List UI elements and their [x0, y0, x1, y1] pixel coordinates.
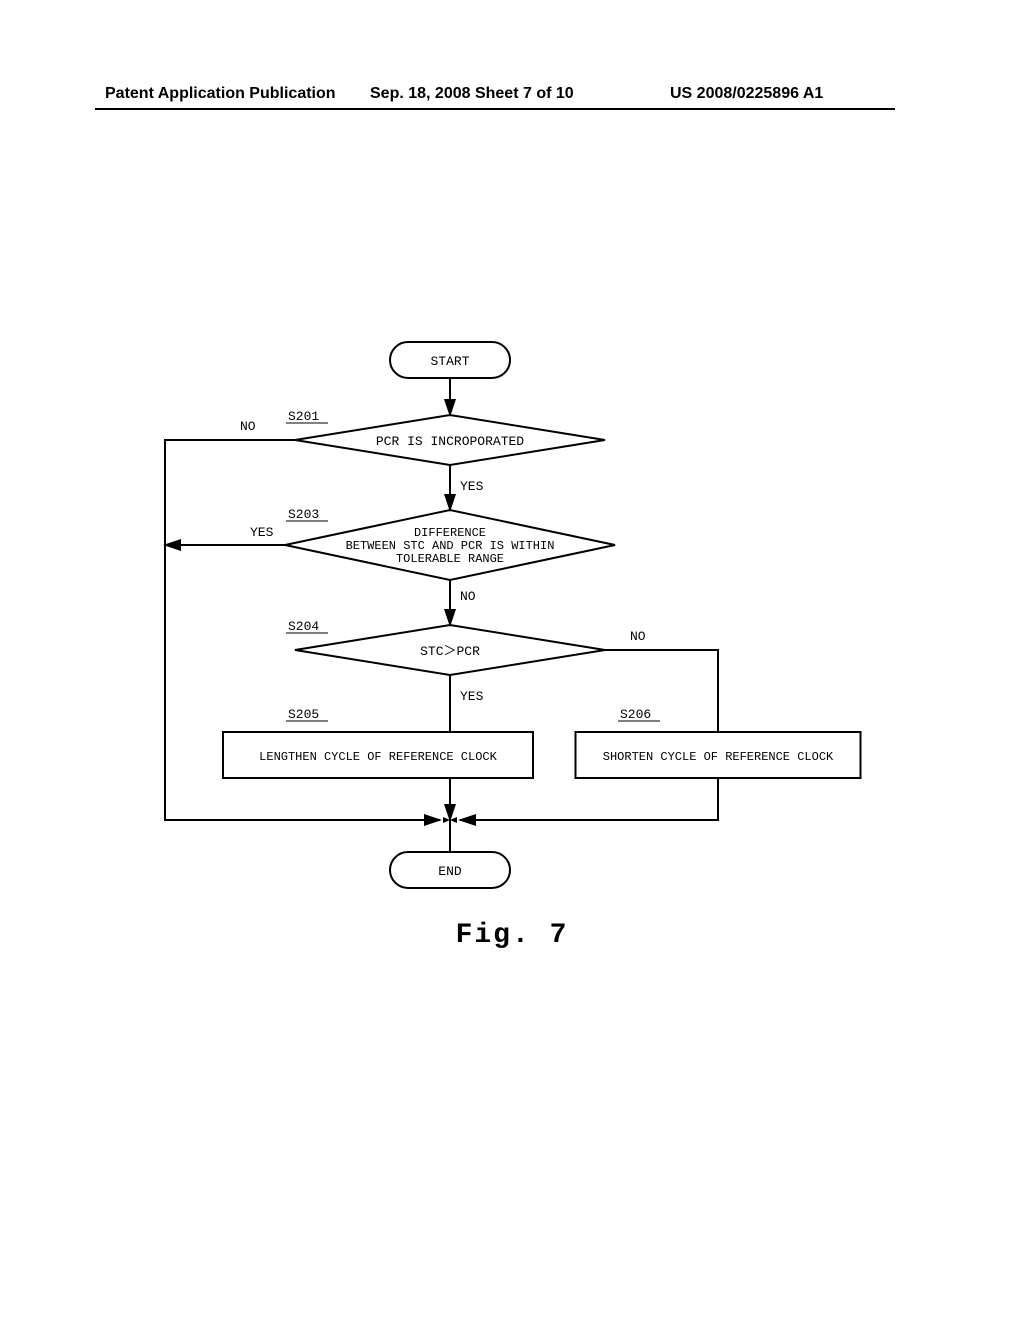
svg-text:YES: YES	[460, 479, 484, 494]
svg-text:S205: S205	[288, 707, 319, 722]
svg-text:LENGTHEN CYCLE OF REFERENCE CL: LENGTHEN CYCLE OF REFERENCE CLOCK	[259, 750, 497, 764]
svg-text:S203: S203	[288, 507, 319, 522]
svg-text:START: START	[430, 354, 469, 369]
svg-text:BETWEEN STC AND PCR IS WITHIN: BETWEEN STC AND PCR IS WITHIN	[346, 539, 555, 553]
svg-text:S204: S204	[288, 619, 319, 634]
svg-text:S201: S201	[288, 409, 319, 424]
svg-text:PCR IS INCROPORATED: PCR IS INCROPORATED	[376, 434, 524, 449]
svg-text:STC＞PCR: STC＞PCR	[420, 644, 480, 659]
svg-text:YES: YES	[460, 689, 484, 704]
figure-label: Fig. 7	[0, 920, 1024, 951]
flowchart-svg: START PCR IS INCROPORATED DIFFERENCEBETWEE…	[0, 0, 1024, 1000]
svg-text:DIFFERENCE: DIFFERENCE	[414, 526, 486, 540]
svg-text:SHORTEN CYCLE OF REFERENCE CLO: SHORTEN CYCLE OF REFERENCE CLOCK	[603, 750, 834, 764]
svg-text:S206: S206	[620, 707, 651, 722]
svg-text:NO: NO	[460, 589, 476, 604]
svg-text:NO: NO	[630, 629, 646, 644]
svg-text:YES: YES	[250, 525, 274, 540]
page: Patent Application Publication Sep. 18, …	[0, 0, 1024, 1320]
svg-text:END: END	[438, 864, 462, 879]
svg-text:NO: NO	[240, 419, 256, 434]
svg-text:TOLERABLE RANGE: TOLERABLE RANGE	[396, 552, 504, 566]
